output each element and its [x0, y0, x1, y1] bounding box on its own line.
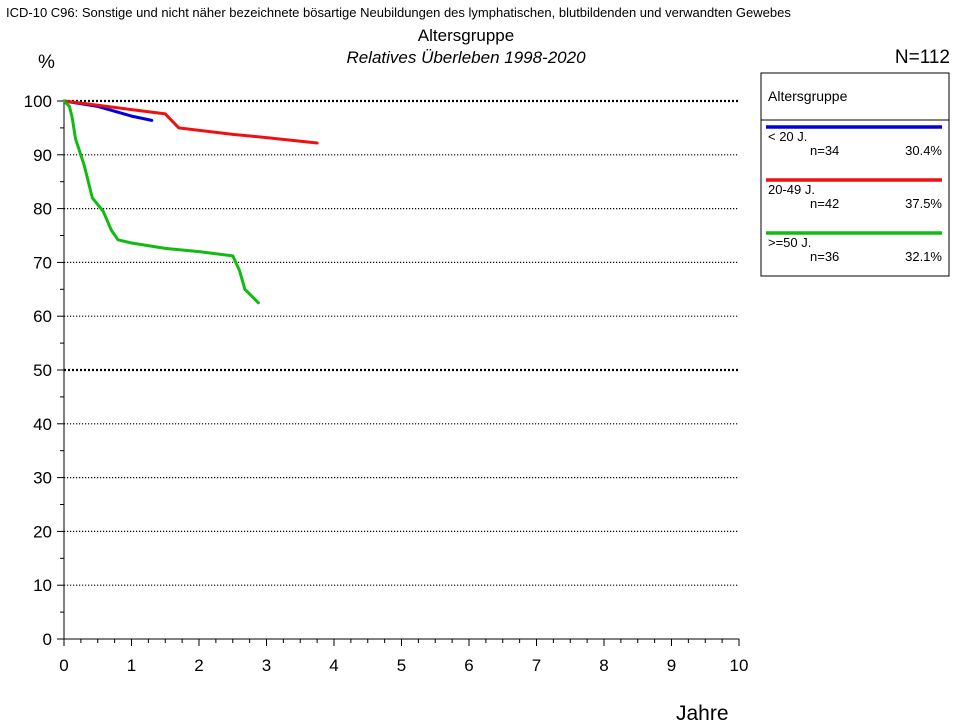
x-tick-label-8: 8 — [599, 656, 608, 675]
legend-n-1: n=34 — [810, 143, 839, 158]
x-tick-label-0: 0 — [59, 656, 68, 675]
x-tick-label-6: 6 — [464, 656, 473, 675]
chart-subtitle: Relatives Überleben 1998-2020 — [346, 48, 586, 67]
group-title: Altersgruppe — [418, 26, 514, 45]
legend-n-2: n=42 — [810, 196, 839, 211]
y-tick-label-50: 50 — [33, 361, 52, 380]
legend-n-3: n=36 — [810, 249, 839, 264]
y-tick-label-0: 0 — [43, 630, 52, 649]
x-tick-label-4: 4 — [329, 656, 338, 675]
icd-line: ICD-10 C96: Sonstige und nicht näher bez… — [6, 5, 791, 20]
legend-share-3: 32.1% — [905, 249, 942, 264]
tick-labels: 0 10 20 30 40 50 60 70 80 90 100 0 1 2 3 4 5 6 7 8 9 10 — [24, 92, 749, 675]
legend-entries: < 20 J.n=34 30.4% 20-49 J.n=42 37.5% >=50 J.… — [766, 125, 942, 264]
series-line-3 — [62, 99, 260, 305]
y-tick-label-70: 70 — [33, 253, 52, 272]
x-tick-label-9: 9 — [667, 656, 676, 675]
series-lines — [62, 99, 319, 305]
axes — [57, 100, 740, 646]
x-tick-label-10: 10 — [730, 656, 749, 675]
y-tick-label-30: 30 — [33, 469, 52, 488]
y-tick-label-60: 60 — [33, 307, 52, 326]
grid-lines — [64, 99, 739, 586]
y-tick-label-20: 20 — [33, 522, 52, 541]
legend-title: Altersgruppe — [768, 88, 848, 104]
legend-label-1: < 20 J. — [768, 129, 807, 144]
x-tick-label-1: 1 — [127, 656, 136, 675]
legend-share-1: 30.4% — [905, 143, 942, 158]
y-tick-label-90: 90 — [33, 146, 52, 165]
x-tick-label-2: 2 — [194, 656, 203, 675]
n-total: N=112 — [895, 47, 950, 68]
x-tick-label-5: 5 — [397, 656, 406, 675]
y-tick-label-80: 80 — [33, 200, 52, 219]
y-tick-label-40: 40 — [33, 415, 52, 434]
x-tick-label-3: 3 — [262, 656, 271, 675]
y-tick-label-10: 10 — [33, 576, 52, 595]
legend-label-2: 20-49 J. — [768, 182, 815, 197]
x-axis-label: Jahre — [676, 702, 729, 724]
legend-share-2: 37.5% — [905, 196, 942, 211]
legend-label-3: >=50 J. — [768, 235, 811, 250]
x-tick-label-7: 7 — [532, 656, 541, 675]
legend-box — [760, 72, 950, 277]
series-line-2 — [62, 99, 319, 145]
legend: Altersgruppe < 20 J.n=34 30.4% 20-49 J.n=4… — [760, 72, 950, 277]
y-axis-label: % — [38, 52, 55, 73]
y-tick-label-100: 100 — [24, 92, 52, 111]
